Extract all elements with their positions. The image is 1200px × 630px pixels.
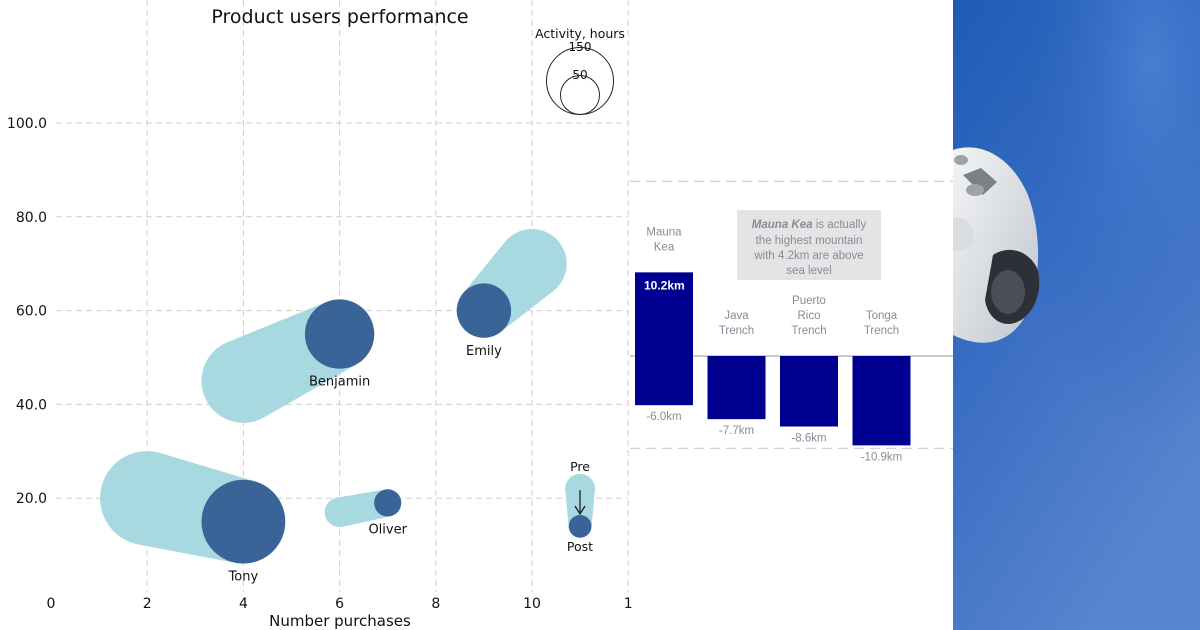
- annotation-bold: Mauna Kea: [752, 219, 813, 231]
- annotation-background: [737, 210, 881, 280]
- post-bubble: [456, 283, 512, 338]
- post-label: Post: [567, 539, 593, 554]
- annotation-line-3: with 4.2km are above: [753, 250, 863, 262]
- y-tick-label: 40.0: [16, 397, 47, 413]
- bar-bottom-label: -6.0km: [646, 411, 681, 423]
- bar-bottom-label: -7.7km: [719, 425, 754, 437]
- category-label: Mauna: [646, 226, 682, 238]
- x-tick-label: 1: [624, 596, 633, 612]
- post-bubble: [374, 489, 402, 517]
- pre-bubble: [497, 229, 567, 299]
- x-tick-label: 2: [143, 596, 152, 612]
- x-tick-label: 6: [335, 596, 344, 612]
- x-tick-label: 0: [47, 596, 56, 612]
- size-legend-circle-small: [560, 75, 600, 115]
- x-axis-label: Number purchases: [269, 612, 411, 630]
- annotation-line-2: the highest mountain: [756, 235, 863, 247]
- chart-title: Product users performance: [211, 6, 468, 28]
- elevation-bar: [852, 356, 911, 446]
- category-label: Trench: [791, 325, 826, 337]
- game-controller-icon: [953, 147, 1040, 343]
- y-tick-label: 80.0: [16, 210, 47, 226]
- bar-top-label: 10.2km: [644, 278, 685, 292]
- category-label: Rico: [797, 310, 820, 322]
- size-legend-label-small: 50: [572, 68, 587, 82]
- y-tick-label: 60.0: [16, 304, 47, 320]
- category-labels: Mauna Kea Java Trench Puerto Rico Trench Tonga T…: [646, 226, 899, 337]
- bubble-label: Benjamin: [309, 375, 370, 390]
- elevation-bar: [707, 356, 766, 420]
- elevation-bar-chart: 10.2km -6.0km -7.7km -8.6km -10.9km Mauna Kea…: [630, 180, 955, 463]
- category-label: Trench: [719, 325, 754, 337]
- axes: 0 2 4 6 8 10 1 20.0 40.0 60.0 80.0 100.0: [7, 116, 633, 612]
- size-legend-label-large: 150: [569, 40, 592, 54]
- pre-bubble: [201, 339, 286, 423]
- category-label: Kea: [654, 241, 675, 253]
- bubble-label: Tony: [228, 570, 259, 585]
- pre-label: Pre: [570, 459, 590, 474]
- elevation-bar: [780, 356, 838, 427]
- bubble-label: Oliver: [368, 522, 407, 537]
- pre-post-arrow-head: [574, 505, 586, 516]
- pre-bubble: [324, 497, 355, 528]
- annotation-line-1: Mauna Kea is actually: [752, 219, 867, 231]
- category-label: Java: [724, 310, 749, 322]
- pre-bubble: [565, 473, 595, 504]
- x-tick-label: 4: [239, 596, 248, 612]
- post-bubble: [304, 299, 375, 369]
- category-label: Puerto: [792, 295, 826, 307]
- pre-bubble: [100, 451, 195, 546]
- annotation-line-4: sea level: [786, 265, 831, 277]
- annotation-line-1-rest: is actually: [813, 219, 867, 231]
- annotation-box: Mauna Kea is actually the highest mounta…: [737, 210, 881, 280]
- bubble-label: Emily: [466, 344, 502, 359]
- elevation-bar: [635, 272, 693, 406]
- bar-labels: 10.2km -6.0km -7.7km -8.6km -10.9km: [644, 278, 902, 463]
- pre-post-annotation: Pre Post: [567, 459, 593, 554]
- size-legend-title: Activity, hours: [535, 26, 625, 41]
- category-label: Trench: [864, 325, 899, 337]
- game-controller-photo: [953, 0, 1200, 630]
- bar-bottom-label: -8.6km: [791, 433, 826, 445]
- x-tick-label: 10: [523, 596, 541, 612]
- post-bubble: [201, 479, 286, 564]
- bubbles: Tony Benjamin Emily Oliver: [100, 229, 595, 585]
- post-bubble: [568, 514, 592, 538]
- bar-bottom-label: -10.9km: [861, 451, 903, 463]
- bubble-chart: Tony Benjamin Emily Oliver 0 2 4 6 8 10 1 20.0 40.0…: [7, 0, 633, 630]
- bars: [635, 272, 911, 446]
- y-tick-label: 100.0: [7, 116, 47, 132]
- size-legend: Activity, hours 150 50: [535, 26, 625, 115]
- category-label: Tonga: [866, 310, 898, 322]
- y-tick-label: 20.0: [16, 491, 47, 507]
- x-tick-label: 8: [431, 596, 440, 612]
